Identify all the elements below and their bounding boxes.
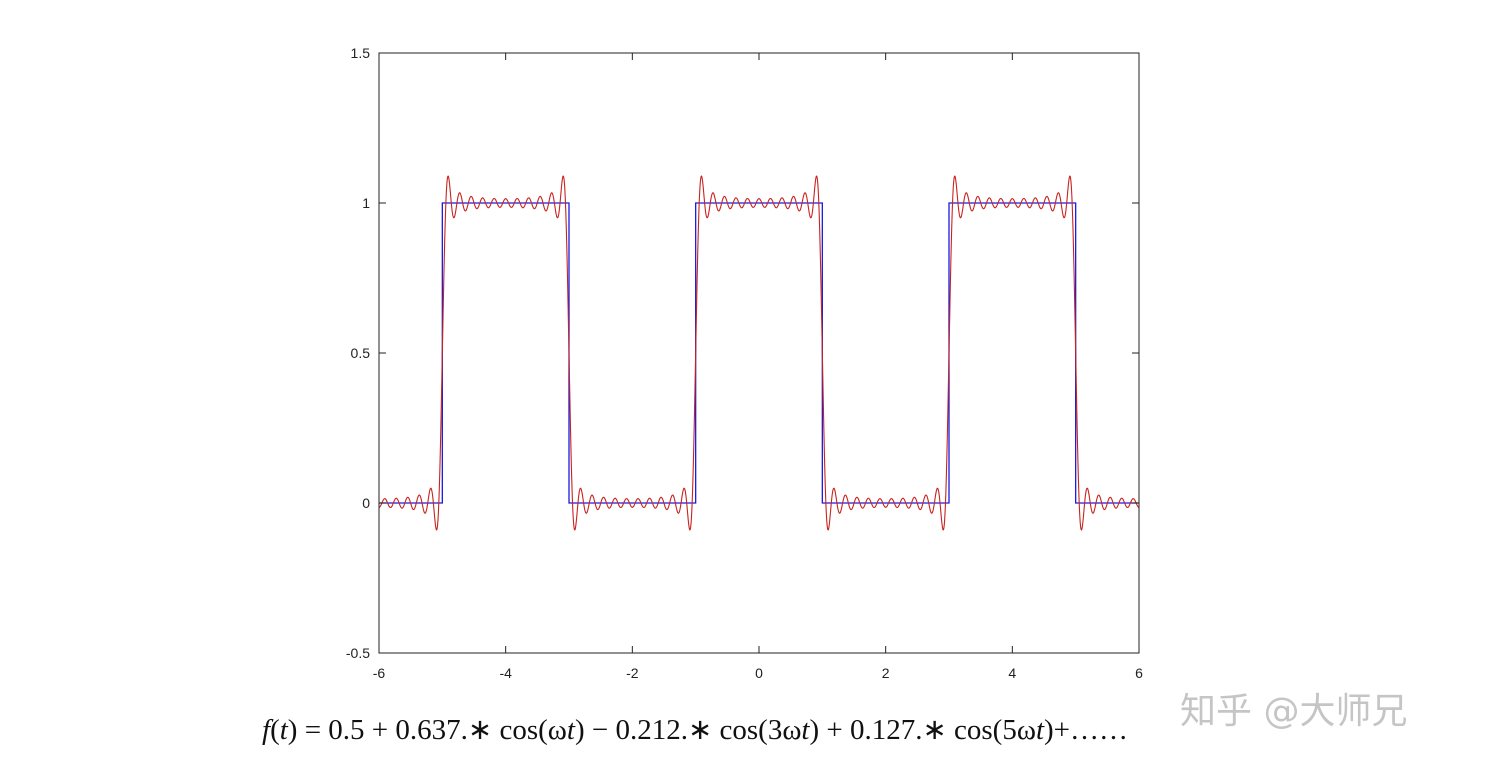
formula-term-3: ) + 0.127.∗ cos(5ω: [809, 714, 1036, 746]
x-tick-label: 4: [1008, 665, 1016, 681]
x-tick-label: -2: [626, 665, 639, 681]
x-tick-label: -4: [499, 665, 512, 681]
plot-area: [379, 53, 1139, 653]
y-tick-label: 0.5: [351, 345, 371, 361]
square-wave-line: [379, 202, 1139, 504]
formula-paren-open: (: [270, 714, 280, 746]
y-tick-label: 1: [362, 195, 370, 211]
x-tick-label: 6: [1135, 665, 1143, 681]
formula-term-2: ) − 0.212.∗ cos(3ω: [574, 714, 802, 746]
fourier-series-formula: f(t) = 0.5 + 0.637.∗ cos(ωt) − 0.212.∗ c…: [262, 712, 1128, 747]
tick-layer: -6 -4 -2 0 2 4 6 -0.5 0 0.5 1 1.5: [346, 45, 1143, 681]
formula-t3: t: [1035, 714, 1044, 746]
formula-t1: t: [566, 714, 575, 746]
formula-t2: t: [801, 714, 810, 746]
formula-term-1: ) = 0.5 + 0.637.∗ cos(ω: [287, 714, 567, 746]
watermark: 知乎 @大师兄: [1180, 691, 1408, 732]
fourier-approx-line: [378, 175, 1140, 531]
formula-t: t: [279, 714, 288, 746]
x-tick-label: -6: [373, 665, 386, 681]
x-tick-label: 2: [882, 665, 890, 681]
formula-f: f: [262, 714, 271, 746]
y-tick-label: 0: [362, 495, 370, 511]
formula-tail: )+……: [1044, 714, 1129, 746]
y-tick-label: 1.5: [351, 45, 371, 61]
series-layer: [378, 175, 1140, 531]
y-tick-label: -0.5: [346, 645, 370, 661]
x-tick-label: 0: [755, 665, 763, 681]
